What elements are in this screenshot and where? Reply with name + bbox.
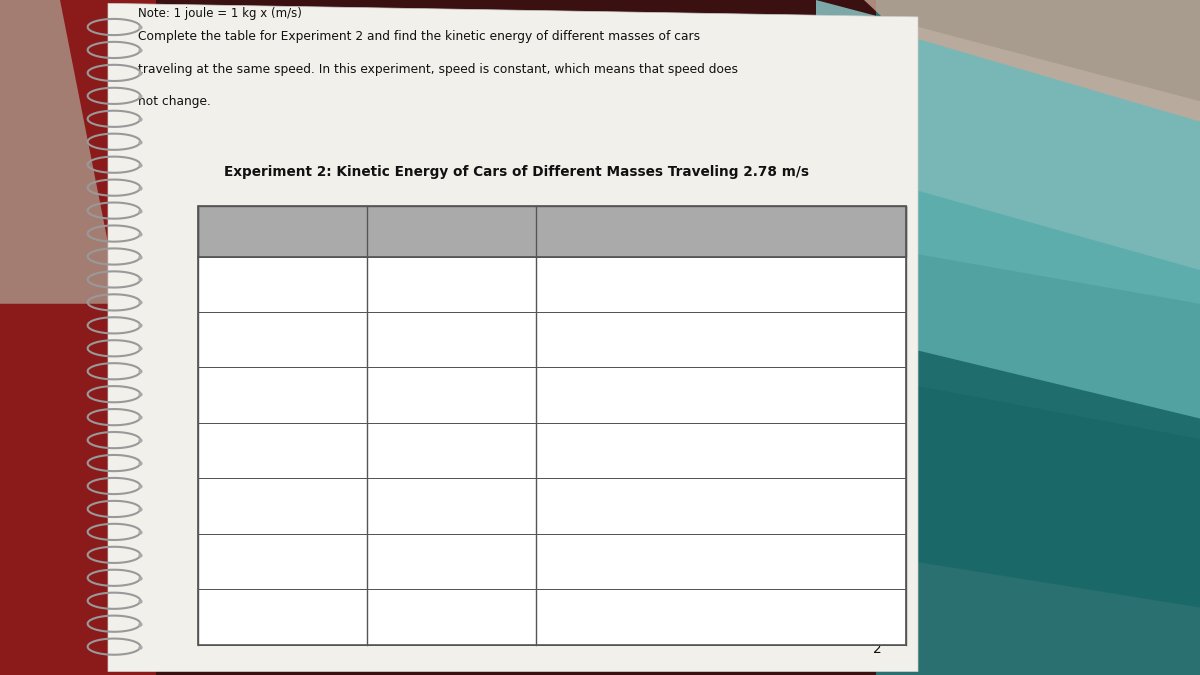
Text: 900 kg: 900 kg <box>259 277 305 291</box>
Text: Experiment 2: Kinetic Energy of Cars of Different Masses Traveling 2.78 m/s: Experiment 2: Kinetic Energy of Cars of … <box>223 165 809 180</box>
Bar <box>876 0 1200 675</box>
Text: 2.78 m/s: 2.78 m/s <box>422 555 480 568</box>
Bar <box>198 256 906 312</box>
Polygon shape <box>840 169 1200 439</box>
Text: 2: 2 <box>874 642 882 656</box>
Text: 12.: 12. <box>551 500 571 512</box>
Bar <box>0 0 156 675</box>
Bar <box>198 589 906 645</box>
Polygon shape <box>108 3 918 672</box>
Text: 2.78 m/s: 2.78 m/s <box>422 610 480 624</box>
Text: 1,500 kg: 1,500 kg <box>253 610 312 624</box>
Text: Complete the table for Experiment 2 and find the kinetic energy of different mas: Complete the table for Experiment 2 and … <box>138 30 700 43</box>
Text: 9.: 9. <box>551 333 563 346</box>
Text: 1,000 kg: 1,000 kg <box>253 333 312 346</box>
Text: 10.: 10. <box>551 389 571 402</box>
Bar <box>198 423 906 479</box>
Bar <box>198 534 906 589</box>
Bar <box>198 367 906 423</box>
Bar <box>0 0 144 675</box>
Polygon shape <box>864 338 1200 608</box>
Text: 11.: 11. <box>551 444 571 457</box>
Text: traveling at the same speed. In this experiment, speed is constant, which means : traveling at the same speed. In this exp… <box>138 63 738 76</box>
Bar <box>198 206 906 645</box>
Text: 1,100 kg: 1,100 kg <box>253 389 312 402</box>
Polygon shape <box>864 0 1200 122</box>
Text: 14.: 14. <box>551 610 571 624</box>
Text: 2.78 m/s: 2.78 m/s <box>422 333 480 346</box>
Text: 1,200 kg: 1,200 kg <box>253 444 312 457</box>
Text: 1,400 kg: 1,400 kg <box>253 555 312 568</box>
Text: Note: 1 joule = 1 kg x (m/s): Note: 1 joule = 1 kg x (m/s) <box>138 7 302 20</box>
Text: 1,300 kg: 1,300 kg <box>253 500 312 512</box>
Text: 2.78 m/s: 2.78 m/s <box>422 277 480 291</box>
Text: 2.78 m/s: 2.78 m/s <box>422 500 480 512</box>
Text: Speed of Car: Speed of Car <box>403 225 499 238</box>
Bar <box>198 206 906 256</box>
Polygon shape <box>816 0 1200 304</box>
Text: 2.78 m/s: 2.78 m/s <box>422 389 480 402</box>
Text: Mass of Car: Mass of Car <box>239 225 326 238</box>
Bar <box>198 312 906 367</box>
Text: 8.: 8. <box>551 277 563 291</box>
Text: not change.: not change. <box>138 95 211 108</box>
Text: Kinetic Energy: Kinetic Energy <box>666 225 775 238</box>
Polygon shape <box>0 0 120 304</box>
Bar <box>198 479 906 534</box>
Text: 13.: 13. <box>551 555 571 568</box>
Text: 2.78 m/s: 2.78 m/s <box>422 444 480 457</box>
